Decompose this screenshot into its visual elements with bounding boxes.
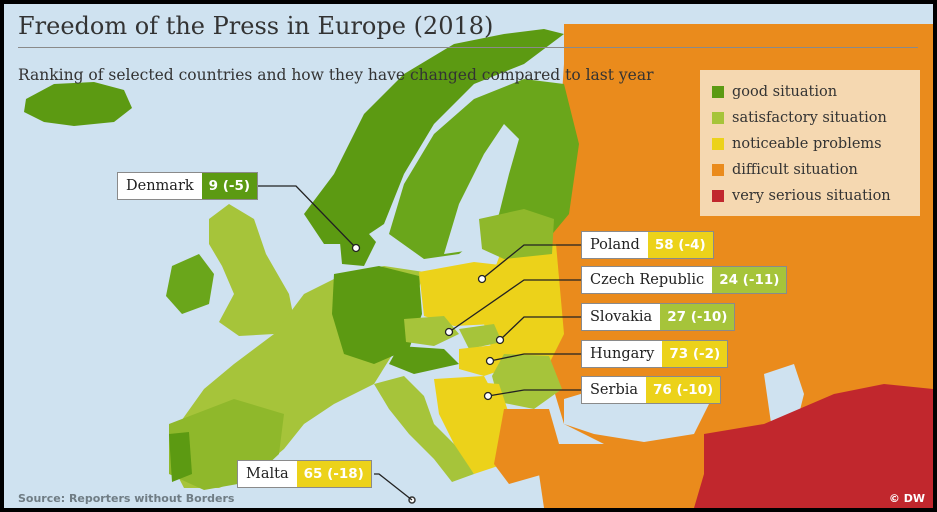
legend: good situation satisfactory situation no… [700, 70, 920, 216]
page-title: Freedom of the Press in Europe (2018) [18, 12, 494, 40]
callout-denmark: Denmark 9 (-5) [118, 173, 258, 199]
italy [374, 376, 474, 482]
austria [389, 346, 459, 374]
ireland [166, 254, 214, 314]
legend-item-noticeable: noticeable problems [712, 134, 882, 154]
baltic-states [479, 209, 554, 259]
legend-swatch-difficult [712, 164, 724, 176]
anchor-czech [444, 327, 454, 337]
anchor-slovakia [495, 335, 505, 345]
callout-country-hungary: Hungary [582, 341, 663, 367]
norway-region [304, 29, 564, 244]
leader-line-poland [481, 244, 582, 280]
anchor-hungary [485, 356, 495, 366]
legend-swatch-good [712, 86, 724, 98]
callout-score-malta: 65 (-18) [296, 461, 371, 487]
title-divider [18, 47, 918, 48]
callout-country-malta: Malta [238, 461, 297, 487]
legend-label-difficult: difficult situation [732, 162, 858, 178]
callout-country-slovakia: Slovakia [582, 304, 661, 330]
anchor-poland [477, 274, 487, 284]
callout-country-denmark: Denmark [118, 173, 202, 199]
serbia [474, 382, 509, 416]
callout-serbia: Serbia 76 (-10) [582, 377, 721, 403]
anchor-serbia [483, 391, 493, 401]
baltic-sea [444, 124, 519, 254]
legend-item-very-serious: very serious situation [712, 186, 891, 206]
leader-lines [254, 185, 582, 501]
romania [492, 354, 562, 409]
leader-line-slovakia [499, 316, 582, 341]
great-britain [209, 204, 294, 336]
callout-country-serbia: Serbia [582, 377, 647, 403]
callout-hungary: Hungary 73 (-2) [582, 341, 728, 367]
callout-country-czech-republic: Czech Republic [582, 267, 713, 293]
legend-swatch-very-serious [712, 190, 724, 202]
callout-poland: Poland 58 (-4) [582, 232, 713, 258]
source-credit: Source: Reporters without Borders [18, 492, 235, 505]
czech-republic [404, 316, 459, 346]
legend-label-satisfactory: satisfactory situation [732, 110, 887, 126]
legend-label-very-serious: very serious situation [732, 188, 891, 204]
anchor-denmark [351, 243, 361, 253]
leader-line-czech [448, 279, 582, 333]
callout-score-czech-republic: 24 (-11) [712, 267, 787, 293]
leader-line-malta [374, 473, 413, 501]
legend-label-noticeable: noticeable problems [732, 136, 882, 152]
leader-line-serbia [487, 389, 582, 397]
anchor-dots [351, 243, 505, 401]
page-subtitle: Ranking of selected countries and how th… [18, 66, 654, 84]
slovakia [459, 324, 502, 349]
legend-swatch-satisfactory [712, 112, 724, 124]
portugal [169, 432, 192, 482]
callout-score-denmark: 9 (-5) [201, 173, 258, 199]
callout-country-poland: Poland [582, 232, 648, 258]
callout-score-serbia: 76 (-10) [646, 377, 721, 403]
southeast-serious [694, 384, 933, 508]
legend-swatch-noticeable [712, 138, 724, 150]
legend-item-good: good situation [712, 82, 837, 102]
dw-logo: © DW [888, 492, 925, 505]
legend-item-satisfactory: satisfactory situation [712, 108, 887, 128]
leader-line-hungary [489, 353, 582, 362]
leader-line-denmark [254, 185, 357, 249]
poland [419, 262, 516, 326]
callout-czech-republic: Czech Republic 24 (-11) [582, 267, 787, 293]
callout-score-slovakia: 27 (-10) [660, 304, 735, 330]
germany [332, 266, 422, 364]
callout-malta: Malta 65 (-18) [238, 461, 371, 487]
callout-score-poland: 58 (-4) [647, 232, 713, 258]
legend-item-difficult: difficult situation [712, 160, 858, 180]
callout-slovakia: Slovakia 27 (-10) [582, 304, 735, 330]
legend-label-good: good situation [732, 84, 838, 100]
callout-score-hungary: 73 (-2) [662, 341, 728, 367]
iceland [24, 82, 132, 126]
